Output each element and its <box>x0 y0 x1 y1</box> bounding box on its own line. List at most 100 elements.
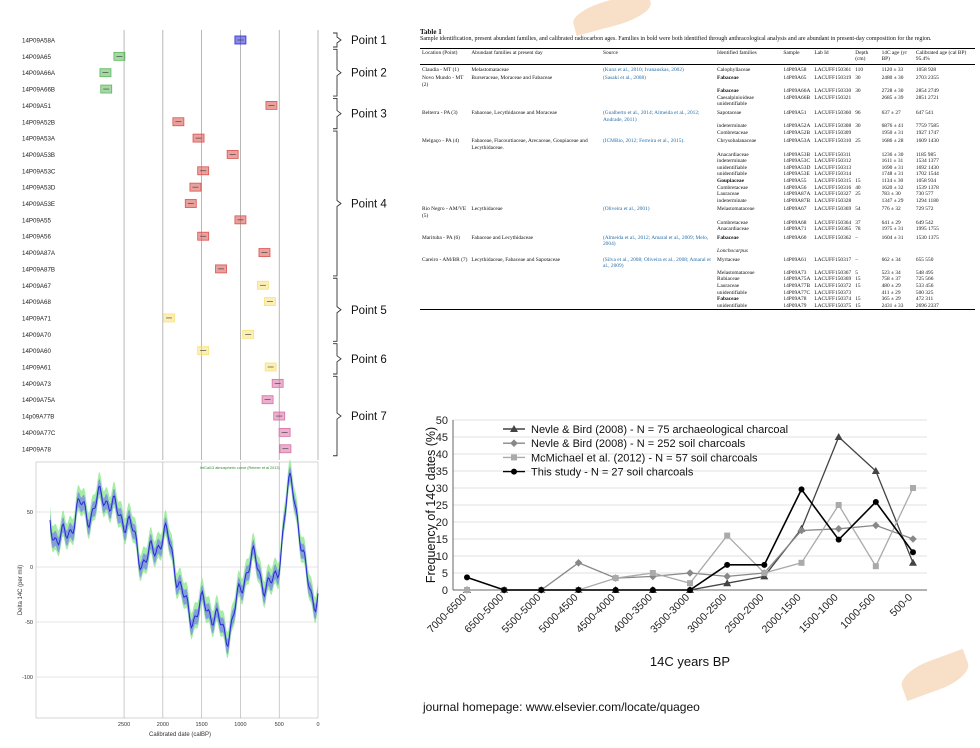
table-cell: 14P09A87B <box>783 197 811 204</box>
sample-label: 14P09A53E <box>22 201 55 208</box>
y-tick-label: 20 <box>436 517 448 529</box>
table-row: Anacardiaceae 14P09A71 LACUFF150365 78 1975 … <box>420 226 975 233</box>
table-cell: 14P09A58 <box>783 66 807 73</box>
table-cell <box>601 165 715 172</box>
table-cell: 2431 ± 33 <box>879 302 914 311</box>
frequency-chart-svg: 0 5 10 15 20 25 30 35 40 45 50 7000-65006500-500055… <box>424 415 927 669</box>
data-point <box>510 439 518 447</box>
table-row: Careiro - AM/BR (7) Lecythidaceae, Fabace… <box>420 255 975 270</box>
table-cell: 1686 ± 28 <box>881 138 904 145</box>
table-cell: LACUFF150362 <box>814 234 852 241</box>
table-cell <box>781 248 812 255</box>
radiocarbon-table: Table 1 Sample identification, present a… <box>420 28 975 368</box>
data-point <box>724 532 731 539</box>
table-cell: 523 ± 34 <box>881 269 901 276</box>
x-tick-label: 3500-3000 <box>648 592 692 636</box>
table-cell: 637 ± 27 <box>881 110 901 117</box>
table-cell <box>469 123 601 130</box>
sample-label: 14P09A77C <box>22 430 56 437</box>
table-body: Claudia - MT (1) Melastomataceae (Kunz et … <box>420 64 975 311</box>
table-row: Lauraceae 14P09A77B LACUFF150372 15 480 ± 29… <box>420 283 975 290</box>
table-cell <box>853 152 879 159</box>
table-cell: 7759 7585 <box>915 123 939 130</box>
data-point <box>612 575 619 582</box>
table-cell <box>601 178 715 185</box>
table-cell: LACUFF150367 <box>814 269 852 276</box>
y-tick-label: 15 <box>436 534 448 546</box>
table-cell: LACUFF150313 <box>814 164 852 171</box>
table-cell: 1294 1180 <box>915 197 939 204</box>
table-cell <box>853 158 879 165</box>
curve-y-tick: -100 <box>22 675 33 681</box>
table-row: indeterminate 14P09A52A LACUFF150308 30 6876… <box>420 123 975 130</box>
data-point <box>835 536 842 543</box>
table-cell <box>420 152 469 159</box>
data-point <box>798 486 805 493</box>
table-cell: 2851 2721 <box>915 94 939 101</box>
legend-label: Nevle & Bird (2008) - N = 75 archaeologi… <box>531 424 788 436</box>
table-cell: Melastomataceae <box>717 206 755 213</box>
sample-label: 14P09A53A <box>22 136 56 143</box>
data-point <box>649 570 656 576</box>
x-tick-label: 4000-3500 <box>611 592 655 636</box>
table-cell: LACUFF150330 <box>814 88 852 95</box>
table-cell <box>601 88 715 95</box>
data-point <box>687 587 693 593</box>
table-cell: Lecythidaceae, Fabaceae and Sapotaceae <box>471 256 560 263</box>
table-row: unidentifiable 14P09A53D LACUFF150313 1690 … <box>420 165 975 172</box>
table-cell <box>469 178 601 185</box>
table-cell <box>420 270 469 277</box>
group-label: Point 3 <box>351 109 387 121</box>
table-cell <box>601 171 715 178</box>
frequency-chart: 0 5 10 15 20 25 30 35 40 45 50 7000-6500 6500-5000 55… <box>405 400 975 685</box>
table-cell: Lecythidaceae <box>471 206 503 213</box>
table-header-cell: Abundant families at present day <box>469 47 601 65</box>
table-cell: 14P09A71 <box>783 226 807 233</box>
group-bracket <box>333 277 342 342</box>
table-cell: LACUFF150317 <box>814 256 852 263</box>
data-point <box>464 574 470 581</box>
table-cell: LACUFF150328 <box>814 197 852 204</box>
data-point <box>510 425 518 432</box>
table-cell: 1927 1747 <box>915 129 939 136</box>
table-cell: 25 <box>855 138 861 145</box>
table-cell: LACUFF150321 <box>814 94 852 101</box>
table-cell <box>601 191 715 198</box>
data-point <box>910 549 916 556</box>
table-cell <box>420 276 469 283</box>
table-cell: 776 ± 32 <box>881 206 901 213</box>
table-cell: LACUFF150372 <box>814 282 852 289</box>
table-cell <box>601 226 715 233</box>
data-point <box>723 579 732 587</box>
table-cell: 1530 1375 <box>915 234 939 241</box>
table-cell: 15 <box>853 302 880 311</box>
y-axis-label: Frequency of 14C dates (%) <box>424 427 438 583</box>
table-cell: Lauraceae <box>717 191 740 198</box>
y-tick-label: 50 <box>436 415 448 427</box>
sample-label: 14P09A53C <box>22 168 56 175</box>
sample-label: 14P09A68 <box>22 299 51 306</box>
x-axis-label: 14C years BP <box>650 654 730 669</box>
sample-label: 14P09A53D <box>22 185 56 192</box>
data-point <box>761 570 768 576</box>
table-cell: Caesalpinioideae unidentifiable <box>717 94 754 108</box>
data-point <box>872 521 880 530</box>
table-cell <box>420 123 469 130</box>
table-cell <box>853 130 879 137</box>
table-cell: indeterminate <box>717 123 747 130</box>
curve-x-tick: 1500 <box>196 722 208 728</box>
table-cell: 14P09A68 <box>783 219 807 226</box>
table-cell: 14P09A53B <box>783 151 811 158</box>
table-cell: 15 <box>855 282 861 289</box>
table-cell: 14P09A55 <box>783 178 807 184</box>
sample-label: 14P09A75A <box>22 397 56 404</box>
table-header-cell: Depth (cm) <box>853 47 880 65</box>
table-cell: Marituba - PA (6) <box>422 234 460 241</box>
curve-x-tick: 0 <box>316 722 319 728</box>
curve-blue-band <box>50 465 318 655</box>
table-cell: 641 ± 29 <box>881 219 901 226</box>
table-cell: 14P09A67 <box>783 206 807 213</box>
table-row: Novo Mundo - MT (2) Burseraceae, Moraceae… <box>420 73 975 88</box>
table-cell: 729 572 <box>915 206 934 213</box>
sample-label: 14P09A51 <box>22 103 51 110</box>
